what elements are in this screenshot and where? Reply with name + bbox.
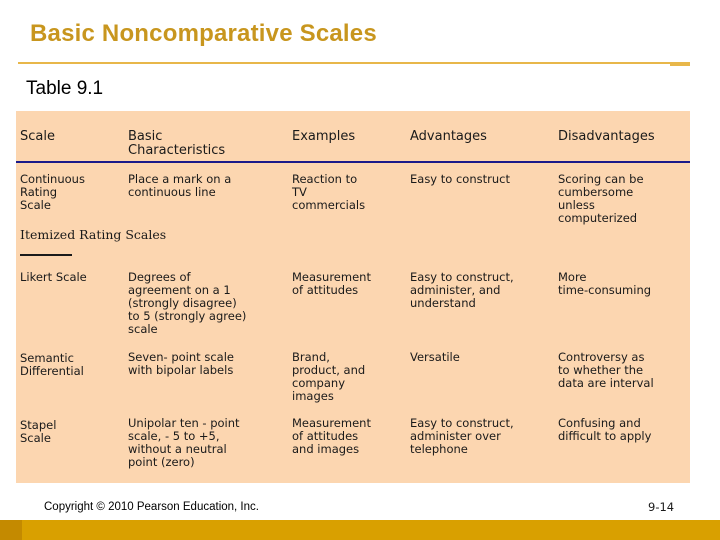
table-cell-scale: Likert Scale [20,270,87,284]
header-disadvantages: Disadvantages [558,129,655,144]
section-label-itemized: Itemized Rating Scales [20,227,167,242]
table-cell-examples: Measurement of attitudes [292,270,371,297]
header-scale: Scale [20,129,55,144]
table-cell-examples: Brand, product, and company images [292,350,366,403]
table-cell-scale: Stapel Scale [20,418,57,445]
table-cell-advantages: Easy to construct [410,172,510,186]
slide-title: Basic Noncomparative Scales [30,20,377,47]
footer-bar [0,520,720,540]
header-divider [16,161,690,163]
table-cell-characteristics: Degrees of agreement on a 1 (strongly di… [128,270,247,336]
table-cell-characteristics: Seven- point scale with bipolar labels [128,350,234,377]
footer-accent [0,520,22,540]
table-cell-advantages: Easy to construct, administer, and under… [410,270,514,310]
table-cell-disadvantages: More time-consuming [558,270,652,297]
header-advantages: Advantages [410,129,487,144]
table-caption: Table 9.1 [26,78,104,99]
table-cell-disadvantages: Controversy as to whether the data are i… [558,350,654,390]
table-cell-disadvantages: Scoring can be cumbersome unless compute… [558,172,644,225]
table-cell-advantages: Easy to construct, administer over telep… [410,416,514,456]
table-cell-examples: Reaction to TV commercials [292,172,366,212]
copyright-notice: Copyright © 2010 Pearson Education, Inc. [44,501,259,513]
title-divider [18,62,690,64]
table-cell-scale: Continuous Rating Scale [20,172,85,212]
table-cell-examples: Measurement of attitudes and images [292,416,371,456]
table-cell-characteristics: Place a mark on a continuous line [128,172,232,199]
table-cell-advantages: Versatile [410,350,460,364]
scales-table [16,111,690,483]
title-divider-end [670,64,690,66]
table-cell-scale: Semantic Differential [20,351,84,378]
section-underline [20,254,72,256]
page-number: 9-14 [648,500,675,514]
table-cell-disadvantages: Confusing and difficult to apply [558,416,652,443]
header-examples: Examples [292,129,356,144]
table-cell-characteristics: Unipolar ten - point scale, - 5 to +5, w… [128,416,240,469]
header-characteristics: Basic Characteristics [128,129,226,158]
